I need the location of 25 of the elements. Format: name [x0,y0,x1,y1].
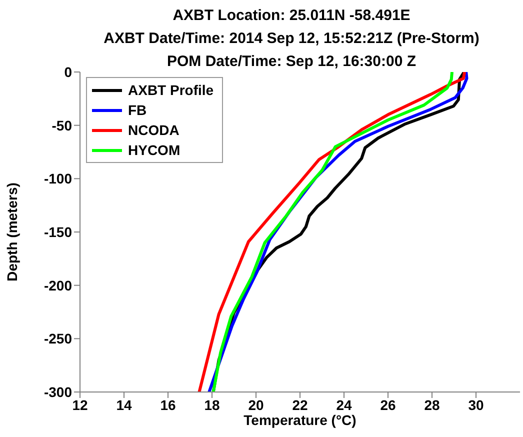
legend-label: NCODA [128,121,180,140]
chart-subtitle: AXBT Date/Time: 2014 Sep 12, 15:52:21Z (Pre-Storm) POM Date/Time: Sep 12, 16:30:00 Z [102,29,480,70]
y-tick-label: -250 [44,330,72,347]
y-tick-label: -150 [44,224,72,240]
y-tick-label: 0 [64,64,72,80]
x-tick-label: 26 [380,396,396,413]
y-tick-label: -50 [52,117,72,134]
x-tick-label: 20 [248,396,264,413]
x-tick-label: 12 [72,396,88,413]
y-tick-label: -200 [44,277,72,294]
legend-label: FB [128,101,147,120]
y-axis-title: Depth (meters) [4,182,20,282]
legend-label: AXBT Profile [128,81,214,100]
x-tick-label: 24 [336,396,352,413]
x-axis-title: Temperature (°C) [244,412,356,428]
y-tick-label: -100 [44,170,72,187]
x-tick-label: 18 [204,396,220,413]
chart-title: AXBT Location: 25.011N -58.491E [172,6,412,26]
x-tick-label: 16 [160,396,176,413]
x-tick-label: 22 [292,396,308,413]
x-tick-label: 14 [116,396,132,413]
y-tick-label: -300 [44,384,72,400]
x-tick-label: 28 [424,396,440,413]
x-tick-label: 30 [468,396,484,413]
legend-label: HYCOM [128,141,180,160]
